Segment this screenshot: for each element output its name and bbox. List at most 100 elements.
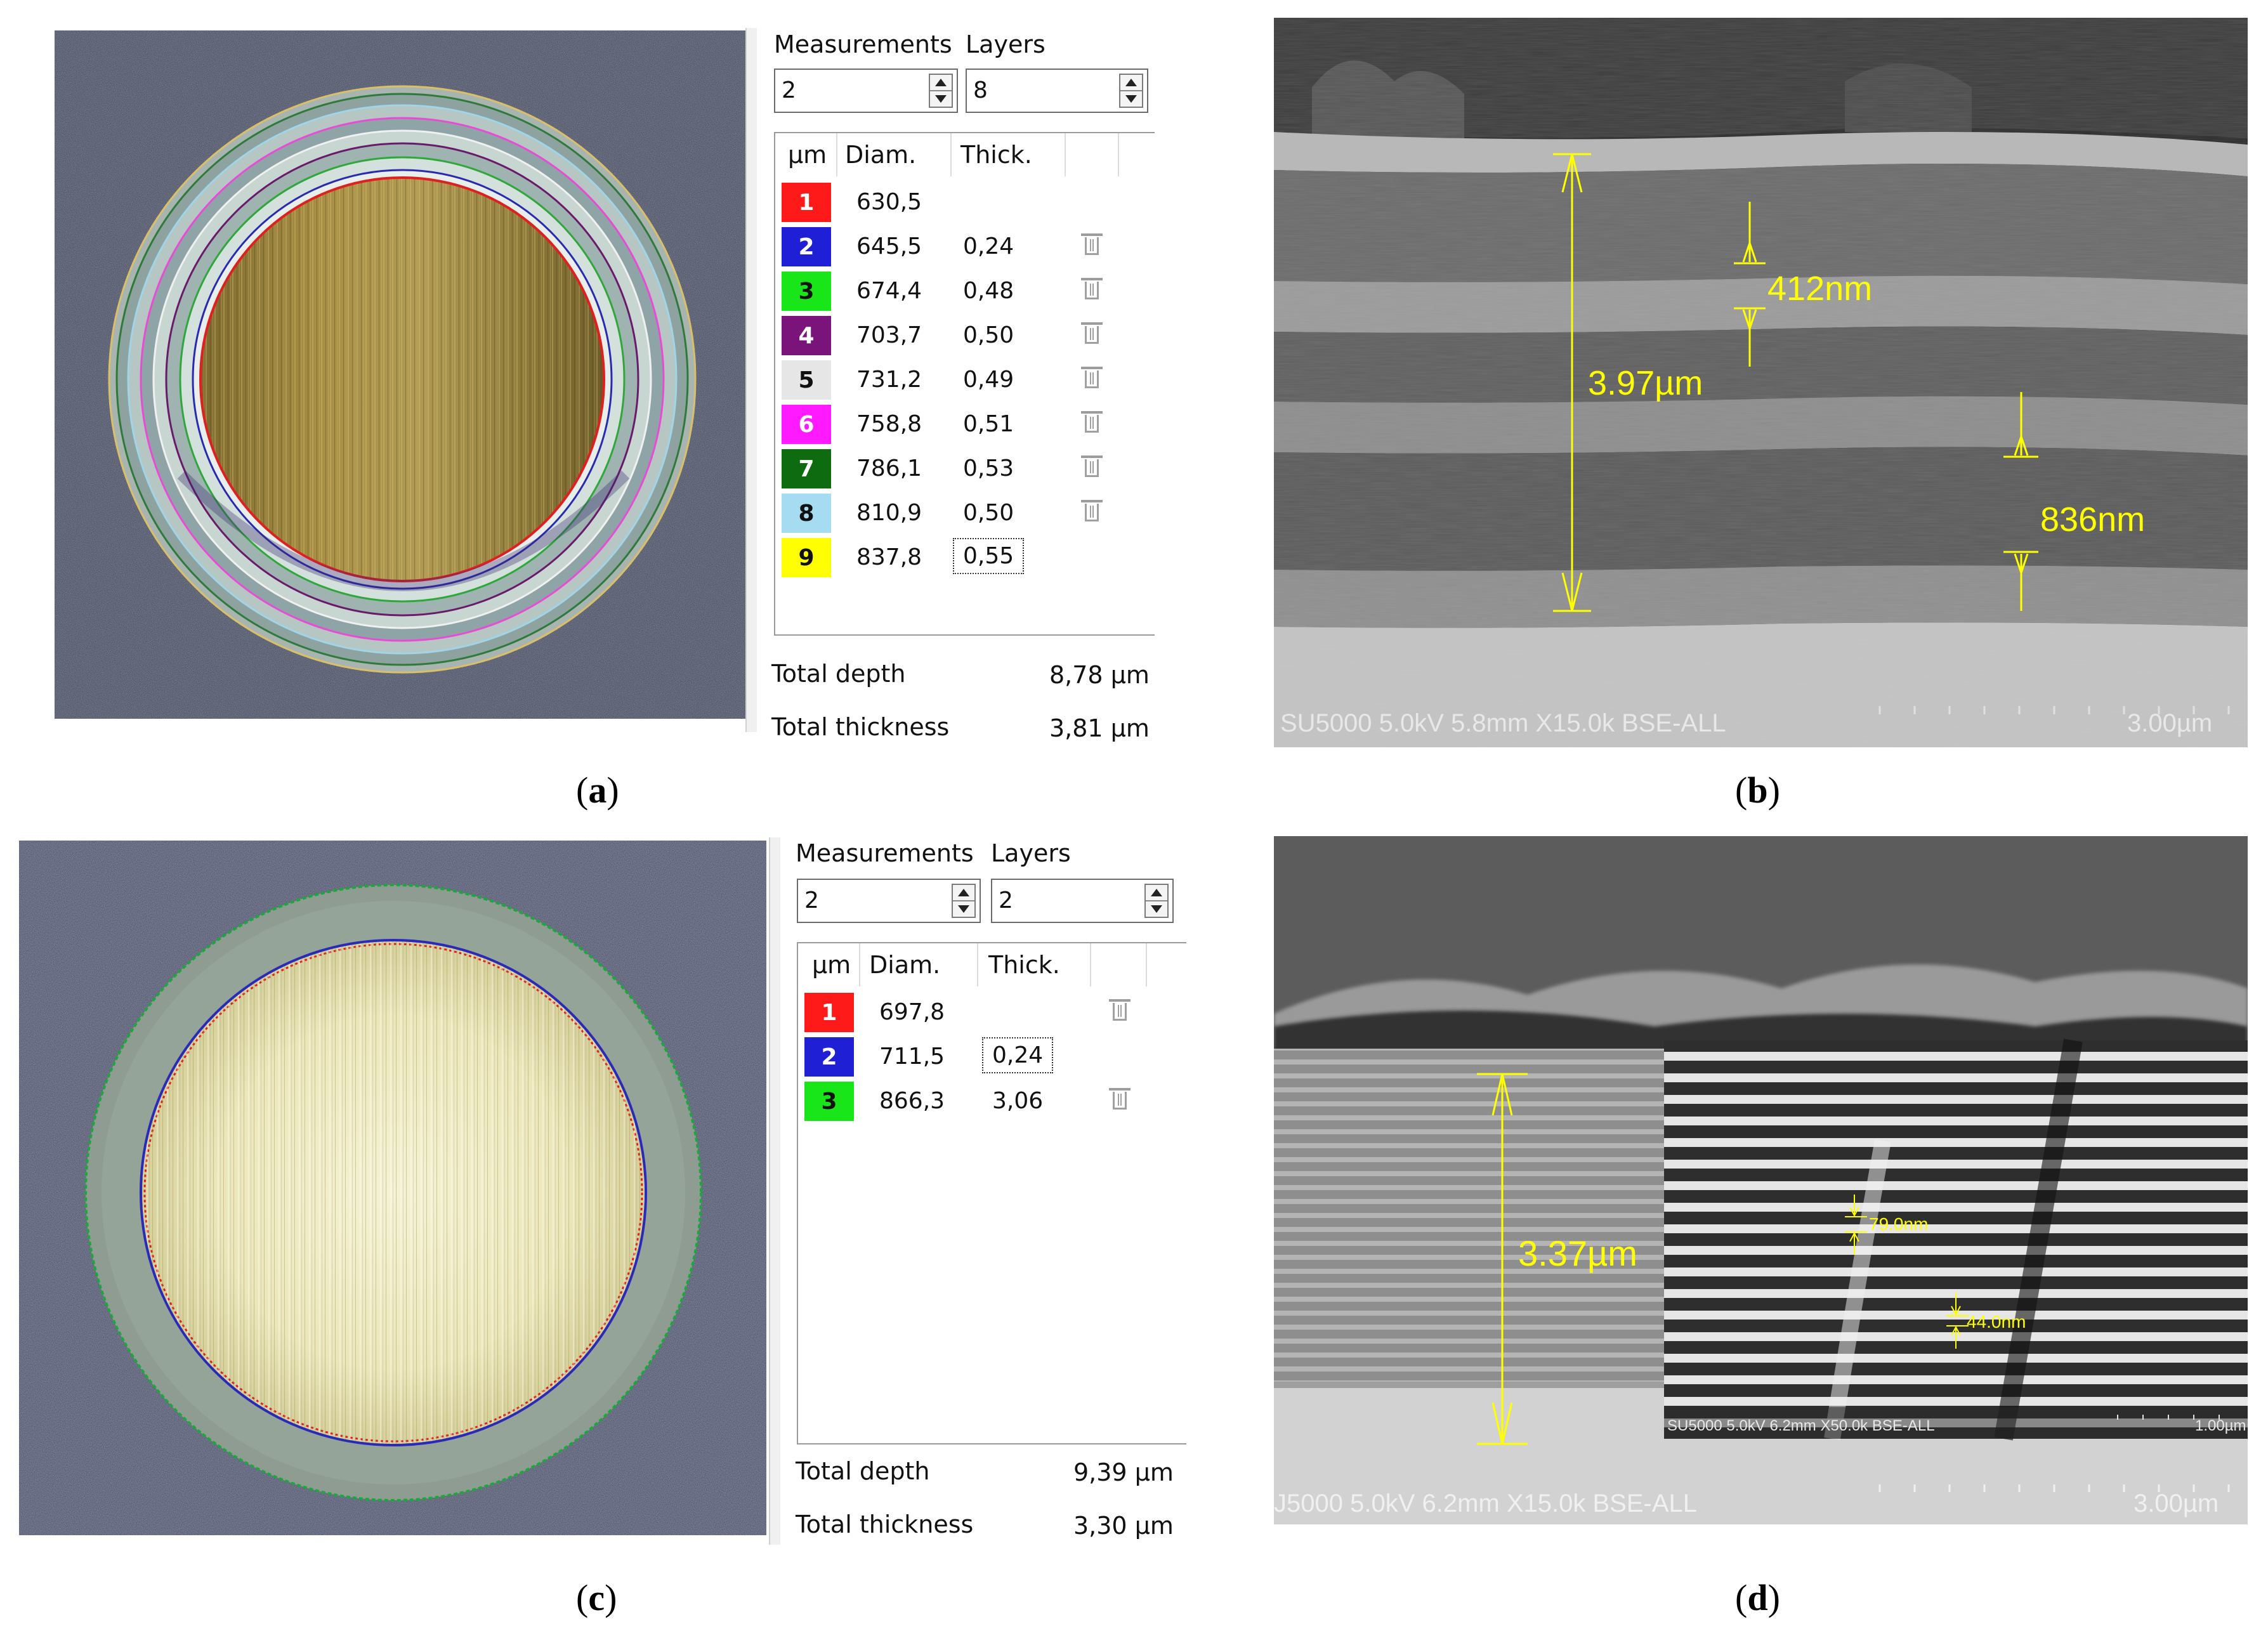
thickness-cell: 0,53 xyxy=(963,455,1014,481)
layers-value[interactable]: 2 xyxy=(999,888,1013,914)
total-depth-value: 8,78 µm xyxy=(1049,661,1150,689)
layer-color-swatch[interactable]: 8 xyxy=(782,494,831,533)
diam-header[interactable]: Diam. xyxy=(869,951,941,979)
thickness-cell: 0,50 xyxy=(963,500,1014,526)
caption-b: (b) xyxy=(1735,770,1780,811)
spinner-arrows[interactable] xyxy=(952,884,976,918)
layer-color-swatch[interactable]: 3 xyxy=(782,272,831,311)
trash-icon[interactable] xyxy=(1081,278,1103,299)
inset-info-bar: SU5000 5.0kV 6.2mm X50.0k BSE-ALL xyxy=(1667,1417,1935,1434)
measurement-table: µm Diam. Thick. 1 630,5 2 645,5 0,24 3 674,4 0,… xyxy=(774,132,1155,636)
caption-c: (c) xyxy=(576,1577,617,1618)
thickness-cell[interactable]: 0,55 xyxy=(953,538,1025,574)
layer-color-swatch[interactable]: 7 xyxy=(782,449,831,488)
layers-label: Layers xyxy=(991,839,1071,867)
diameter-cell: 674,4 xyxy=(856,278,922,304)
diameter-cell: 711,5 xyxy=(879,1044,945,1070)
layers-spinner[interactable]: 2 xyxy=(991,879,1174,923)
spinner-arrows[interactable] xyxy=(929,74,953,108)
scale-ticks xyxy=(1878,1484,2230,1492)
table-row[interactable]: 8 810,9 0,50 xyxy=(775,491,1155,535)
total-thickness-label: Total thickness xyxy=(796,1510,974,1538)
table-row[interactable]: 2 711,5 0,24 xyxy=(798,1035,1186,1079)
trash-icon[interactable] xyxy=(1081,455,1103,477)
table-row[interactable]: 5 731,2 0,49 xyxy=(775,358,1155,402)
measurements-value[interactable]: 2 xyxy=(804,888,819,914)
crater-image-c xyxy=(19,841,766,1535)
dimension-arrow-inset2 xyxy=(1946,1293,1969,1349)
diameter-cell: 630,5 xyxy=(856,189,922,215)
sem-info-bar: J5000 5.0kV 6.2mm X15.0k BSE-ALL xyxy=(1274,1490,1698,1517)
trash-icon[interactable] xyxy=(1109,1088,1131,1110)
vertical-scrollbar-a[interactable] xyxy=(745,28,757,732)
layers-label: Layers xyxy=(966,30,1046,58)
diameter-cell: 866,3 xyxy=(879,1088,945,1114)
sem-image-d: 3.37µm 79.0nm 44.0nm SU5000 5.0kV 6.2mm … xyxy=(1274,836,2248,1524)
thickness-cell: 0,50 xyxy=(963,322,1014,348)
measurements-spinner[interactable]: 2 xyxy=(774,69,958,113)
crater-image-a xyxy=(55,30,752,719)
dimension-arrow-layer2 xyxy=(2003,392,2038,611)
dimension-arrow-total xyxy=(1553,153,1591,612)
layer-color-swatch[interactable]: 1 xyxy=(804,993,854,1032)
measurement-panel-c: Measurements Layers 2 2 µm Diam. Thick. … xyxy=(787,834,1186,1551)
table-row[interactable]: 7 786,1 0,53 xyxy=(775,447,1155,491)
spinner-arrows[interactable] xyxy=(1144,884,1169,918)
inset-scale-ticks xyxy=(2117,1415,2220,1420)
layer-color-swatch[interactable]: 6 xyxy=(782,405,831,444)
trash-icon[interactable] xyxy=(1081,322,1103,344)
measurement-table: µm Diam. Thick. 1 697,8 2 711,5 0,24 3 866,3 3,… xyxy=(797,942,1186,1444)
sem-info-bar: SU5000 5.0kV 5.8mm X15.0k BSE-ALL xyxy=(1280,709,1726,737)
spinner-arrows[interactable] xyxy=(1119,74,1143,108)
thickness-cell: 3,06 xyxy=(992,1088,1044,1114)
layer1-annotation: 412nm xyxy=(1767,270,1873,308)
diameter-cell: 758,8 xyxy=(856,411,922,437)
table-row[interactable]: 9 837,8 0,55 xyxy=(775,535,1155,580)
trash-icon[interactable] xyxy=(1081,500,1103,521)
table-row[interactable]: 4 703,7 0,50 xyxy=(775,313,1155,358)
total-thickness-annotation: 3.97µm xyxy=(1588,364,1703,402)
layer-color-swatch[interactable]: 3 xyxy=(804,1082,854,1121)
sem-cross-section-b xyxy=(1274,18,2248,747)
total-thickness-annotation: 3.37µm xyxy=(1518,1233,1637,1273)
thick-header[interactable]: Thick. xyxy=(988,951,1060,979)
measurements-spinner[interactable]: 2 xyxy=(797,879,981,923)
thickness-cell[interactable]: 0,24 xyxy=(982,1037,1054,1073)
layer-color-swatch[interactable]: 1 xyxy=(782,183,831,222)
table-row[interactable]: 2 645,5 0,24 xyxy=(775,225,1155,269)
table-row[interactable]: 1 697,8 xyxy=(798,990,1186,1035)
layer-color-swatch[interactable]: 4 xyxy=(782,316,831,355)
thickness-cell: 0,49 xyxy=(963,367,1014,393)
table-row[interactable]: 1 630,5 xyxy=(775,180,1155,225)
thick-header[interactable]: Thick. xyxy=(960,141,1032,169)
measurement-panel-a: Measurements Layers 2 8 µm Diam. Thick. … xyxy=(761,25,1155,742)
sem-scale-label: 3.00µm xyxy=(2127,709,2213,737)
table-row[interactable]: 3 866,3 3,06 xyxy=(798,1079,1186,1123)
trash-icon[interactable] xyxy=(1081,411,1103,433)
caption-d: (d) xyxy=(1735,1577,1780,1618)
layers-value[interactable]: 8 xyxy=(973,77,988,103)
thickness-cell: 0,51 xyxy=(963,411,1014,437)
caption-a: (a) xyxy=(576,770,619,811)
total-thickness-value: 3,81 µm xyxy=(1049,714,1150,742)
table-row[interactable]: 3 674,4 0,48 xyxy=(775,269,1155,313)
layer2-annotation: 836nm xyxy=(2040,501,2146,539)
diameter-cell: 810,9 xyxy=(856,500,922,526)
layer-color-swatch[interactable]: 5 xyxy=(782,360,831,400)
diameter-cell: 703,7 xyxy=(856,322,922,348)
layers-spinner[interactable]: 8 xyxy=(966,69,1148,113)
optical-image-a xyxy=(55,30,752,719)
layer-color-swatch[interactable]: 9 xyxy=(782,538,831,577)
layer-color-swatch[interactable]: 2 xyxy=(782,227,831,266)
sem-scale-label: 3.00µm xyxy=(2134,1490,2219,1517)
inset-scale-label: 1.00µm xyxy=(2195,1417,2246,1434)
measurements-value[interactable]: 2 xyxy=(782,77,796,103)
trash-icon[interactable] xyxy=(1081,367,1103,388)
diam-header[interactable]: Diam. xyxy=(845,141,917,169)
trash-icon[interactable] xyxy=(1109,999,1131,1021)
trash-icon[interactable] xyxy=(1081,233,1103,255)
vertical-scrollbar-c[interactable] xyxy=(769,837,780,1545)
table-row[interactable]: 6 758,8 0,51 xyxy=(775,402,1155,447)
measurements-label: Measurements xyxy=(774,30,952,58)
layer-color-swatch[interactable]: 2 xyxy=(804,1037,854,1077)
